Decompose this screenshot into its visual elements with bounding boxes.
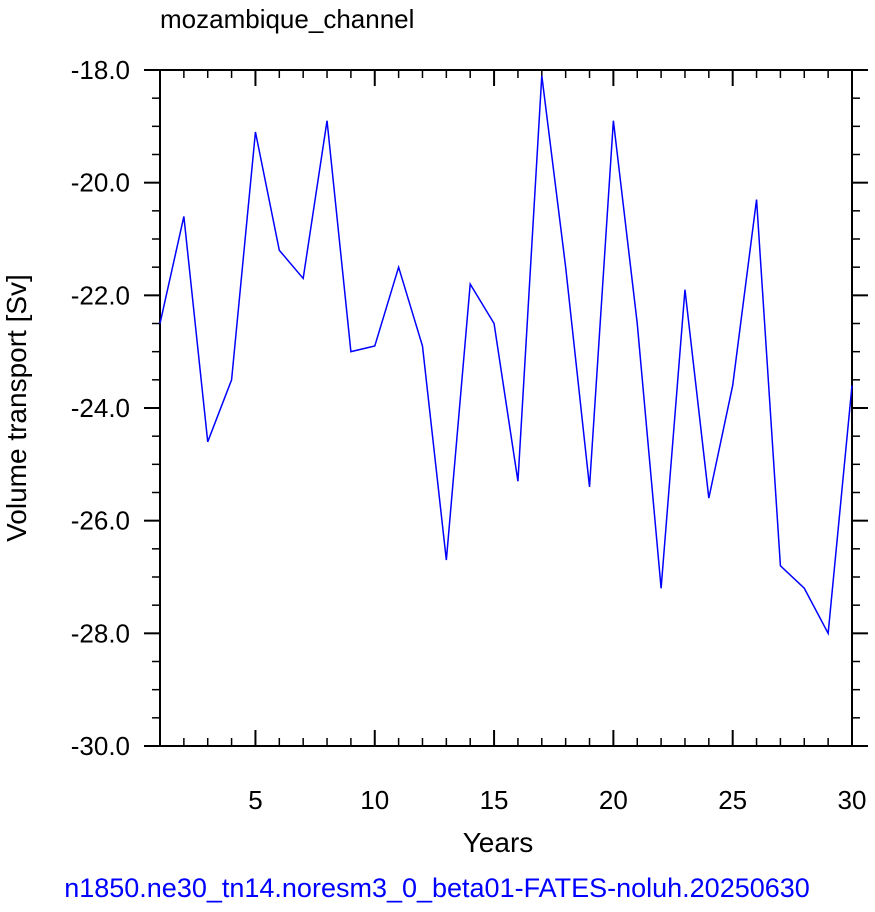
y-tick-label: -26.0 — [71, 506, 130, 536]
y-tick-label: -24.0 — [71, 393, 130, 423]
y-tick-label: -22.0 — [71, 280, 130, 310]
x-tick-labels: 5 10 15 20 25 30 — [248, 785, 866, 815]
x-tick-label: 15 — [480, 785, 509, 815]
x-tick-label: 20 — [599, 785, 628, 815]
y-tick-label: -18.0 — [71, 55, 130, 85]
x-tick-label: 25 — [718, 785, 747, 815]
y-tick-labels: -18.0 -20.0 -22.0 -24.0 -26.0 -28.0 -30.0 — [71, 55, 130, 761]
minor-ticks — [152, 70, 860, 746]
y-tick-label: -20.0 — [71, 168, 130, 198]
x-axis-label: Years — [463, 827, 534, 858]
x-tick-label: 30 — [838, 785, 867, 815]
series-group — [159, 75, 853, 636]
y-tick-label: -28.0 — [71, 618, 130, 648]
y-tick-label: -30.0 — [71, 731, 130, 761]
x-tick-label: 10 — [360, 785, 389, 815]
chart-title: mozambique_channel — [160, 4, 414, 34]
major-ticks — [144, 69, 868, 747]
x-tick-label: 5 — [248, 785, 262, 815]
y-axis-label: Volume transport [Sv] — [1, 274, 32, 542]
footer-caption: n1850.ne30_tn14.noresm3_0_beta01-FATES-n… — [64, 873, 810, 903]
series-line — [159, 75, 853, 636]
plot-area: -18.0 -20.0 -22.0 -24.0 -26.0 -28.0 -30.0 5 10 1… — [71, 55, 868, 815]
